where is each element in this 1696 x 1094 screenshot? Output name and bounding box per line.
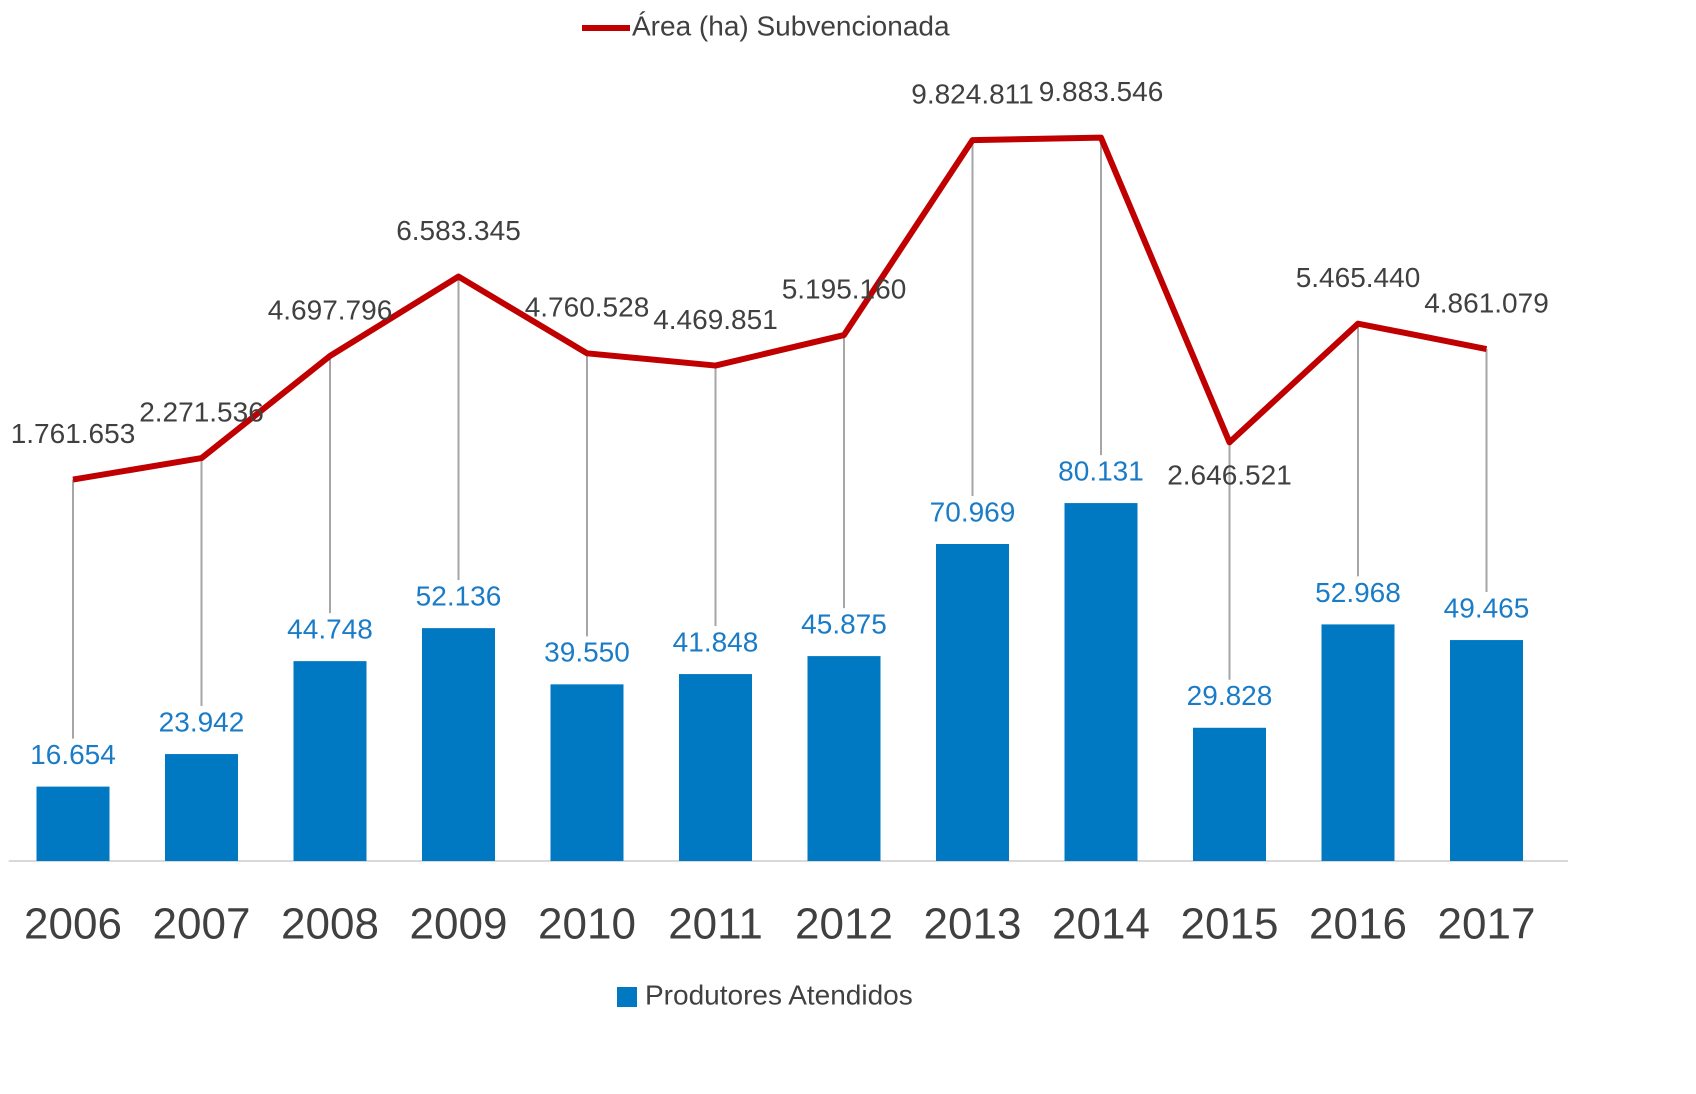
bar [936,544,1009,861]
x-tick-label: 2006 [24,900,122,949]
line-value-label: 5.465.440 [1296,262,1421,293]
bar-value-label: 49.465 [1444,592,1530,623]
legend-label: Produtores Atendidos [645,979,913,1010]
line-value-label: 4.697.796 [268,294,393,325]
bar [1321,624,1395,861]
bar-value-label: 52.136 [416,581,502,612]
x-tick-label: 2012 [795,900,893,949]
x-tick-label: 2014 [1052,900,1150,949]
x-tick-label: 2010 [538,900,636,949]
bar [1193,727,1266,861]
line-value-label: 4.760.528 [525,292,650,323]
legend-swatch [617,987,637,1007]
line-value-label: 1.761.653 [11,418,136,449]
bar-value-label: 29.828 [1187,680,1273,711]
line-value-label: 4.469.851 [653,304,778,335]
line-value-label: 9.824.811 [911,79,1034,110]
line-value-label: 4.861.079 [1424,287,1549,318]
bar-value-label: 41.848 [673,626,759,657]
x-tick-label: 2016 [1309,900,1407,949]
bar [679,674,752,861]
bar [1450,640,1523,861]
line [72,134,1488,483]
bar [165,754,238,861]
bar [36,786,110,861]
bar [550,684,624,861]
bar-value-label: 23.942 [159,706,245,737]
x-tick-label: 2008 [281,900,379,949]
bar-value-label: 70.969 [930,496,1016,527]
x-tick-label: 2017 [1438,900,1536,949]
line-value-label: 2.646.521 [1167,460,1292,491]
line-value-label: 9.883.546 [1039,76,1164,107]
x-tick-label: 2015 [1181,900,1279,949]
bar-value-label: 39.550 [544,637,630,668]
bar-value-label: 45.875 [801,608,887,639]
bar-value-label: 52.968 [1315,577,1401,608]
bar-value-label: 80.131 [1058,455,1144,486]
bar [807,656,881,861]
x-tick-label: 2007 [153,900,251,949]
bar [422,628,495,861]
bar [293,661,367,861]
x-tick-label: 2011 [668,900,763,949]
legend-label: Área (ha) Subvencionada [632,10,950,41]
line-value-label: 5.195.160 [782,273,907,304]
x-tick-label: 2009 [410,900,508,949]
x-tick-label: 2013 [924,900,1022,949]
bar-value-label: 16.654 [30,739,116,770]
line-value-label: 2.271.536 [139,396,264,427]
bar [1064,503,1138,861]
line-value-label: 6.583.345 [396,215,521,246]
bar-value-label: 44.748 [287,614,373,645]
